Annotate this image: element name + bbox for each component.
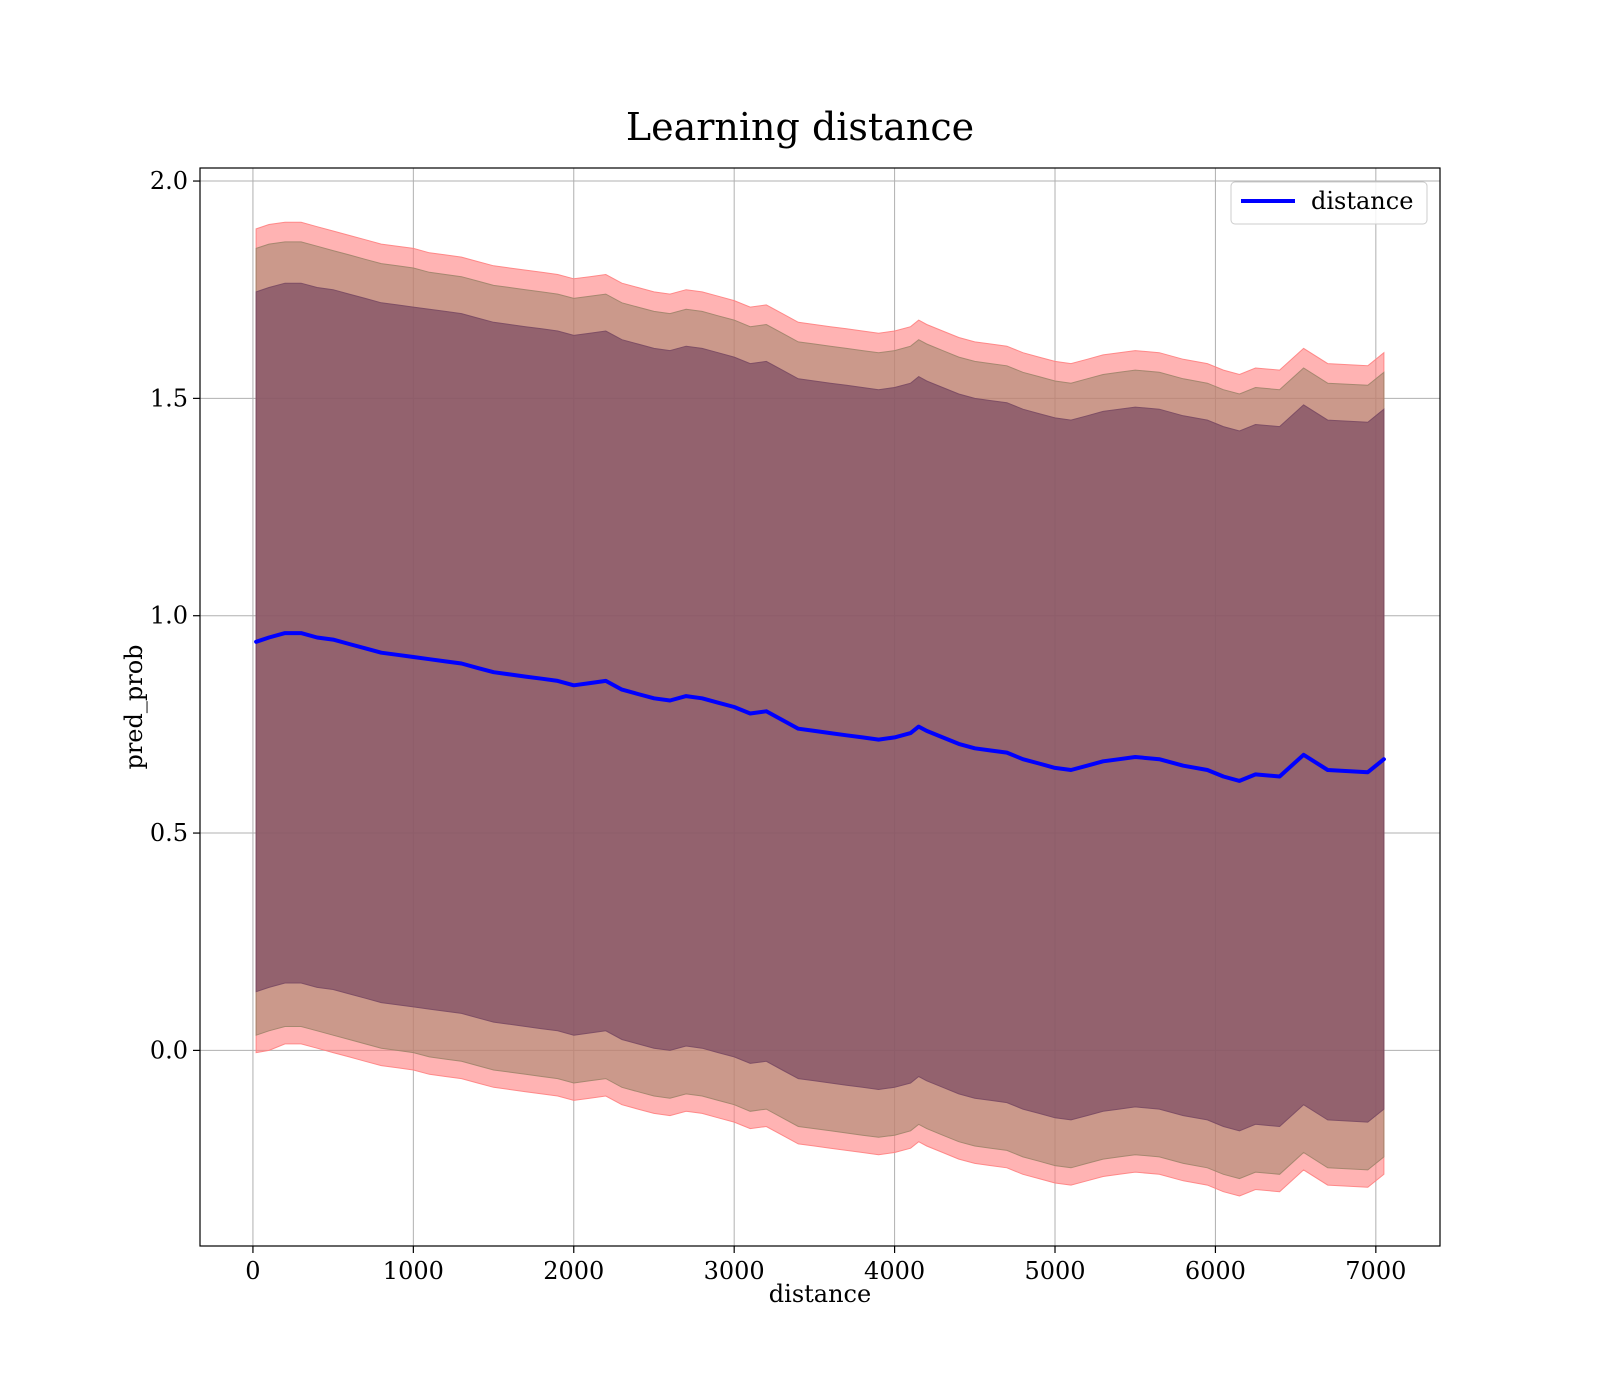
y-axis-label: pred_prob (120, 644, 148, 769)
x-tick-label: 2000 (543, 1257, 604, 1285)
y-axis-ticks: 0.0 0.5 1.0 1.5 2.0 (150, 167, 200, 1064)
legend: distance (1230, 181, 1428, 225)
y-tick-label: 1.5 (150, 384, 188, 412)
plot-frame (199, 167, 1441, 1247)
x-axis-ticks: 0 1000 2000 3000 4000 5000 6000 7000 (245, 1246, 1406, 1285)
legend-box (1230, 181, 1428, 225)
x-tick-label: 6000 (1185, 1257, 1246, 1285)
chart-title: Learning distance (626, 105, 974, 149)
x-tick-label: 0 (245, 1257, 260, 1285)
x-axis-label: distance (769, 1280, 871, 1308)
x-tick-label: 7000 (1345, 1257, 1406, 1285)
band-area-3 (255, 282, 1385, 1132)
y-tick-label: 0.0 (150, 1036, 188, 1064)
x-tick-label: 4000 (864, 1257, 925, 1285)
legend-entry-distance: distance (1311, 187, 1413, 215)
y-tick-label: 2.0 (150, 167, 188, 195)
series-line-distance (254, 631, 1386, 783)
x-tick-label: 3000 (704, 1257, 765, 1285)
x-tick-label: 1000 (383, 1257, 444, 1285)
x-tick-label: 5000 (1024, 1257, 1085, 1285)
y-tick-label: 1.0 (150, 602, 188, 630)
confidence-bands (255, 221, 1385, 1197)
y-tick-label: 0.5 (150, 819, 188, 847)
series-lines (254, 631, 1386, 783)
